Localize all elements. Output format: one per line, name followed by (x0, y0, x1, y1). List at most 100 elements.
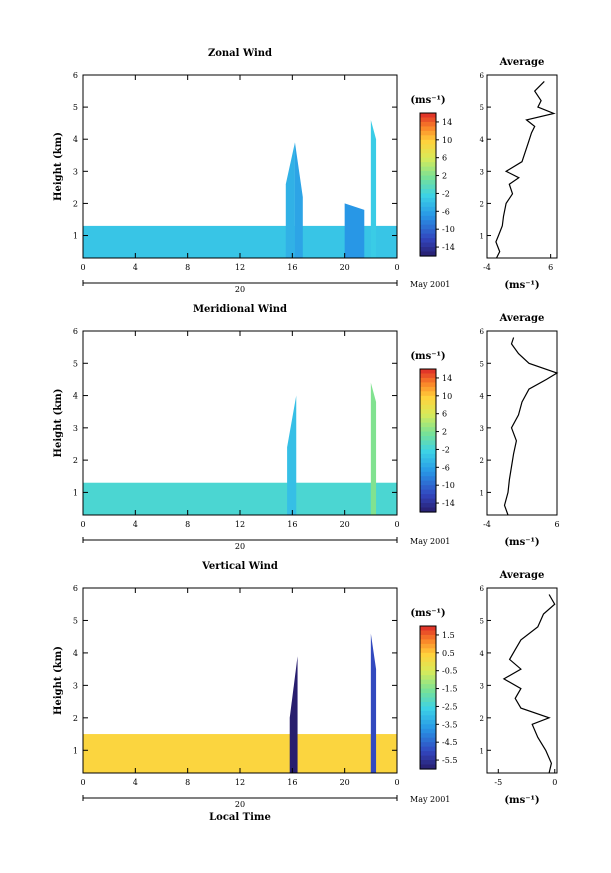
colorbar-tick-label: -2.5 (442, 702, 457, 711)
colorbar-segment (420, 679, 436, 685)
colorbar-segment (420, 215, 436, 221)
colorbar-tick-label: -3.5 (442, 720, 457, 729)
colorbar-tick-label: 10 (442, 392, 452, 401)
x-tick-label: 20 (340, 520, 350, 529)
colorbar-unit-label: (ms⁻¹) (410, 351, 445, 362)
average-frame (486, 330, 558, 516)
colorbar-tick-label: -6 (442, 207, 450, 216)
colorbar-segment (420, 413, 436, 419)
colorbar-segment (420, 377, 436, 384)
colorbar-tick-label: 10 (442, 136, 452, 145)
colorbar-segment (420, 148, 436, 154)
colorbar-segment (420, 175, 436, 181)
x-tick-label: 12 (235, 263, 245, 272)
average-y-tick-label: 3 (480, 425, 484, 433)
colorbar-tick-label: 2 (442, 172, 447, 181)
colorbar-segment (420, 639, 436, 645)
colorbar-segment (420, 719, 436, 725)
colorbar-segment (420, 755, 436, 761)
colorbar-segment (420, 184, 436, 190)
colorbar-unit-label: (ms⁻¹) (410, 608, 445, 619)
y-tick-label: 1 (73, 488, 78, 497)
y-tick-label: 4 (73, 392, 78, 401)
y-tick-label: 6 (73, 327, 78, 336)
colorbar-segment (420, 630, 436, 636)
x-tick-label: 0 (394, 263, 399, 272)
colorbar-segment (420, 688, 436, 694)
average-y-tick-label: 3 (480, 168, 484, 176)
colorbar-segment (420, 489, 436, 495)
colorbar-tick-label: -0.5 (442, 667, 457, 676)
colorbar-segment (420, 494, 436, 500)
x-tick-label: 12 (235, 520, 245, 529)
colorbar-segment (420, 760, 436, 766)
x-tick-label: 16 (287, 263, 297, 272)
y-tick-label: 5 (73, 616, 78, 625)
colorbar-tick-label: 1.5 (442, 631, 455, 640)
average-title: Average (499, 570, 545, 581)
x-tick-label: 20 (340, 778, 350, 787)
y-tick-label: 6 (73, 71, 78, 80)
average-title: Average (499, 57, 545, 68)
colorbar-segment (420, 440, 436, 446)
colorbar-segment (420, 395, 436, 401)
y-tick-label: 2 (73, 199, 78, 208)
average-y-tick-label: 4 (480, 393, 485, 401)
colorbar-segment (420, 471, 436, 477)
colorbar-segment (420, 503, 436, 509)
y-tick-label: 4 (73, 649, 78, 658)
colorbar-segment (420, 742, 436, 748)
colorbar-tick-label: -6 (442, 463, 450, 472)
colorbar-segment (420, 661, 436, 667)
colorbar-segment (420, 498, 436, 504)
average-x-tick-label: -4 (483, 520, 491, 529)
average-y-tick-label: 1 (480, 489, 484, 497)
colorbar-segment (420, 746, 436, 752)
average-title: Average (499, 313, 545, 324)
average-y-tick-label: 4 (480, 650, 485, 658)
date-label: May 2001 (410, 280, 450, 289)
data-spike (370, 119, 377, 259)
average-y-tick-label: 6 (480, 328, 485, 336)
average-y-tick-label: 5 (480, 104, 484, 112)
x-tick-label: 4 (133, 778, 138, 787)
colorbar-segment (420, 126, 436, 132)
colorbar-segment (420, 422, 436, 428)
x-tick-label: 4 (133, 263, 138, 272)
x-axis-label: Local Time (209, 812, 271, 823)
colorbar-tick-label: 0.5 (442, 649, 455, 658)
y-tick-label: 1 (73, 746, 78, 755)
average-y-tick-label: 4 (480, 136, 485, 144)
colorbar-segment (420, 751, 436, 757)
y-axis-label: Height (km) (53, 389, 64, 458)
colorbar-segment (420, 462, 436, 468)
average-y-tick-label: 1 (480, 747, 484, 755)
average-y-tick-label: 2 (480, 200, 484, 208)
colorbar-segment (420, 171, 436, 177)
colorbar-segment (420, 453, 436, 459)
colorbar-segment (420, 427, 436, 433)
average-y-tick-label: 5 (480, 617, 484, 625)
x-tick-label: 0 (80, 520, 85, 529)
average-y-tick-label: 6 (480, 72, 485, 80)
colorbar-segment (420, 391, 436, 397)
colorbar-segment (420, 157, 436, 163)
data-spike (287, 395, 297, 515)
average-y-tick-label: 6 (480, 585, 485, 593)
x-tick-label: 0 (394, 520, 399, 529)
x-tick-label: 16 (287, 778, 297, 787)
panel-title: Meridional Wind (193, 304, 287, 315)
average-profile-line (495, 80, 556, 259)
date-day-label: 20 (235, 800, 245, 809)
x-tick-label: 20 (340, 263, 350, 272)
y-axis-label: Height (km) (53, 132, 64, 201)
data-spike (294, 142, 303, 258)
panel-title: Zonal Wind (208, 48, 272, 59)
colorbar-segment (420, 733, 436, 739)
colorbar-segment (420, 764, 436, 770)
colorbar-segment (420, 737, 436, 743)
colorbar-segment (420, 211, 436, 217)
colorbar-tick-label: -5.5 (442, 756, 457, 765)
average-y-tick-label: 2 (480, 715, 484, 723)
